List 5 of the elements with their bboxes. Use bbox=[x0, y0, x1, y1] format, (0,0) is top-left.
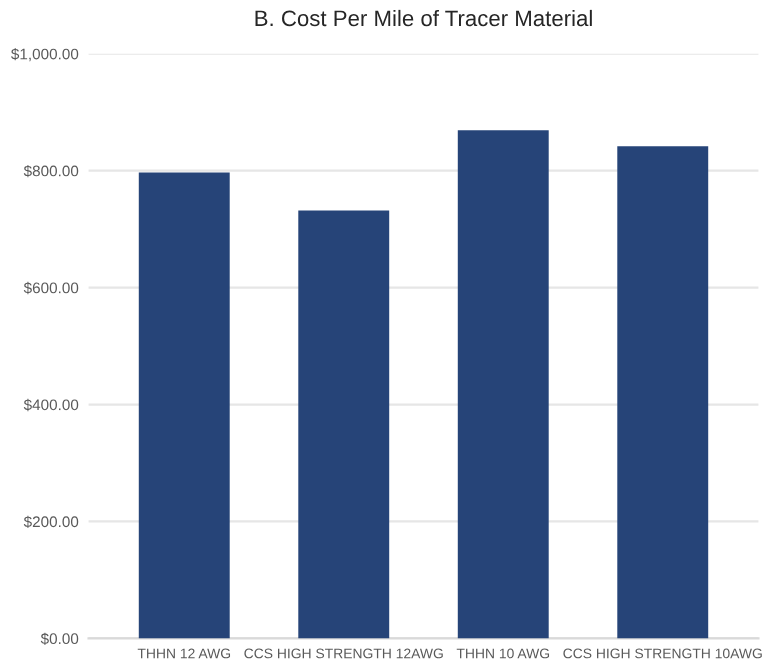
chart-title: B. Cost Per Mile of Tracer Material bbox=[255, 9, 592, 27]
bar bbox=[617, 146, 709, 639]
bar bbox=[457, 130, 549, 639]
bar bbox=[138, 172, 230, 639]
bar bbox=[298, 210, 390, 639]
